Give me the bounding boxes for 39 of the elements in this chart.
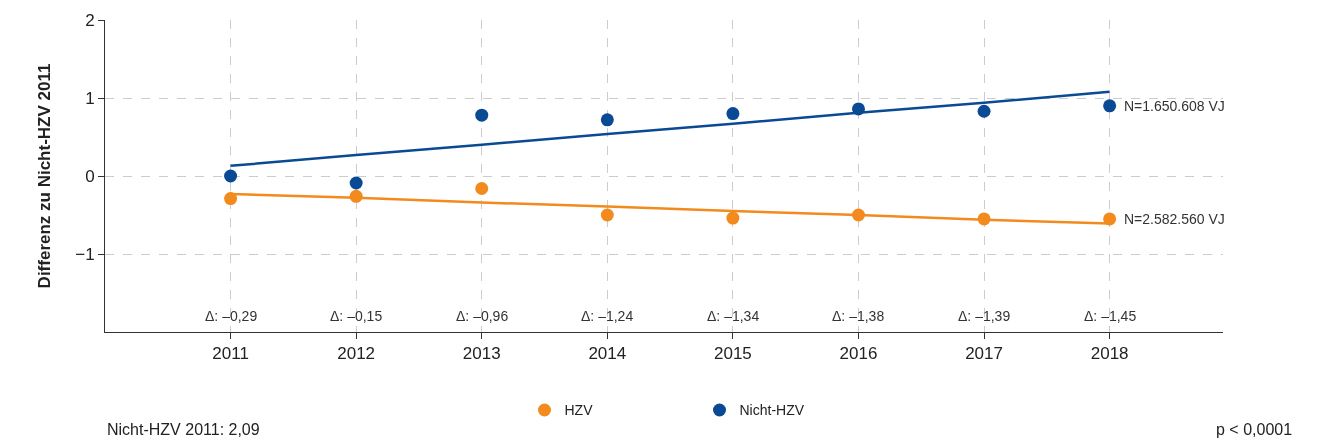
point: [224, 169, 238, 183]
point: [475, 181, 489, 195]
x-tick-label: 2017: [965, 344, 1003, 364]
y-tick-label: 0: [85, 166, 95, 186]
point: [726, 107, 740, 121]
x-tick-label: 2018: [1090, 344, 1129, 364]
y-tick-label: −1: [75, 244, 95, 264]
point: [977, 104, 991, 118]
text: p < 0,0001: [1216, 421, 1293, 438]
annotation: Δ: –0,96: [456, 308, 509, 324]
annotation: Δ: –1,24: [581, 308, 634, 324]
point: [726, 211, 740, 225]
y-axis-title: Differenz zu Nicht-HZV 2011: [34, 63, 54, 289]
x-tick-label: 2015: [713, 344, 752, 364]
x-tick-label: 2013: [462, 344, 501, 364]
annotation: Δ: –0,29: [205, 308, 258, 324]
point: [600, 208, 614, 222]
x-tick-label: 2011: [212, 344, 249, 364]
y-tick-label: 2: [85, 10, 95, 30]
point: [349, 176, 363, 190]
line-series: [229, 90, 1111, 168]
y-tick-label: 1: [85, 88, 95, 108]
text: Nicht-HZV 2011: 2,09: [107, 421, 260, 438]
annotation: Δ: –1,39: [958, 308, 1011, 324]
point: [1103, 99, 1117, 113]
point: [600, 113, 614, 127]
point: [475, 108, 489, 122]
annotation: Δ: –1,38: [832, 308, 885, 324]
annotation: N=2.582.560 VJ: [1124, 211, 1225, 227]
x-tick-label: 2016: [839, 344, 878, 364]
annotation: Δ: –0,15: [330, 308, 383, 324]
legend-label: Nicht-HZV: [739, 402, 805, 419]
point: [224, 192, 238, 206]
x-tick-label: 2012: [337, 344, 376, 364]
annotation: Δ: –1,45: [1084, 308, 1137, 324]
x-tick-label: 2014: [588, 344, 627, 364]
annotation: N=1.650.608 VJ: [1124, 98, 1225, 114]
legend-label: HZV: [564, 402, 594, 419]
annotation: Δ: –1,34: [707, 308, 760, 324]
